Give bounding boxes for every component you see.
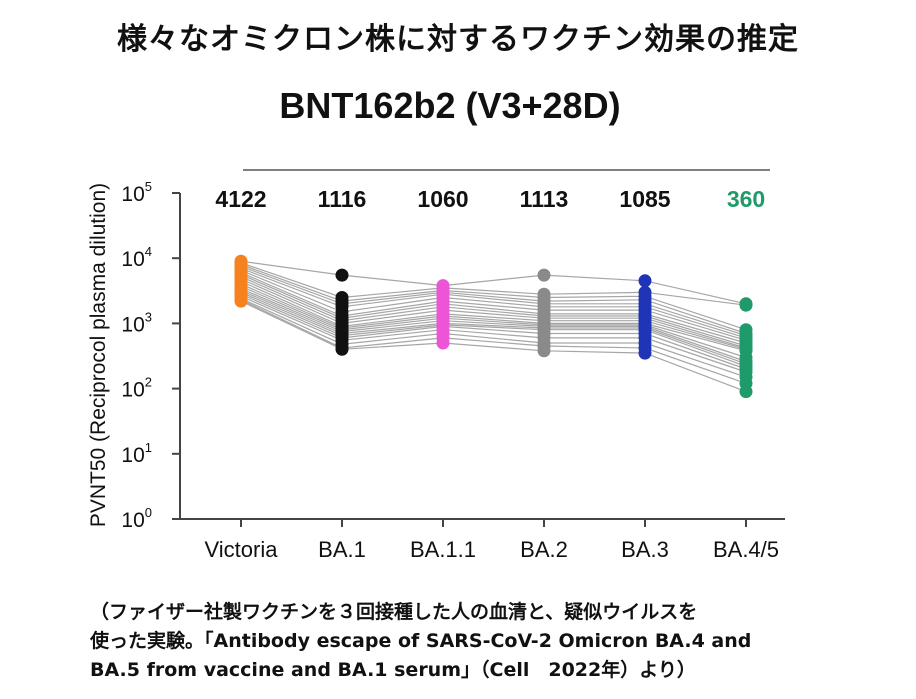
subject-line	[240, 269, 747, 339]
caption: （ファイザー社製ワクチンを３回接種した人の血清と、疑似ウイルスを 使った実験。「…	[90, 598, 890, 685]
data-point-ba-2	[537, 268, 551, 282]
subject-line	[240, 288, 747, 363]
caption-line: 使った実験。「Antibody escape of SARS-CoV-2 Omi…	[90, 630, 752, 652]
subject-line	[240, 276, 747, 347]
y-tick-label: 103	[121, 309, 152, 336]
subject-line	[240, 298, 747, 378]
subject-line	[240, 272, 747, 341]
x-tick-label: BA.2	[520, 537, 568, 562]
chart-title: BNT162b2 (V3+28D)	[279, 85, 620, 126]
data-point-ba-1-1	[436, 336, 450, 350]
x-tick-label: BA.1	[318, 537, 366, 562]
subject-line	[240, 283, 747, 352]
data-point-ba-3	[638, 346, 652, 360]
page-title: 様々なオミクロン株に対するワクチン効果の推定	[117, 22, 799, 57]
geomean-label: 1113	[520, 186, 569, 212]
data-point-ba-2	[537, 344, 551, 358]
y-tick-label: 100	[121, 505, 152, 532]
geomean-label: 1060	[417, 186, 468, 212]
subject-line	[240, 289, 747, 365]
geomean-label: 1116	[318, 186, 367, 212]
subject-line	[240, 267, 747, 337]
data-point-ba-1	[335, 268, 349, 282]
subject-line	[240, 300, 747, 393]
y-tick-label: 102	[121, 375, 152, 402]
subject-line	[240, 280, 747, 350]
data-point-victoria	[234, 294, 248, 308]
caption-line: （ファイザー社製ワクチンを３回接種した人の血清と、疑似ウイルスを	[90, 601, 698, 623]
subject-line	[240, 265, 747, 335]
geomean-label: 360	[727, 186, 765, 212]
data-point-ba-4-5	[739, 385, 753, 399]
y-tick-label: 104	[121, 244, 152, 271]
subject-line	[240, 274, 747, 344]
data-point-ba-4-5	[739, 298, 753, 312]
subject-line	[240, 291, 747, 367]
x-tick-label: Victoria	[205, 537, 279, 562]
subject-line	[240, 278, 747, 349]
caption-line: BA.5 from vaccine and BA.1 serum」（Cell 2…	[90, 659, 696, 681]
subject-line	[240, 295, 747, 373]
chart: BNT162b2 (V3+28D) PVNT50 (Reciprocol pla…	[87, 85, 785, 562]
subject-line	[240, 299, 747, 384]
y-tick-label: 105	[121, 179, 152, 206]
subject-line	[240, 285, 747, 359]
data-point-ba-3	[638, 274, 652, 288]
y-tick-label: 101	[121, 440, 152, 467]
subject-line	[240, 262, 747, 306]
x-tick-label: BA.3	[621, 537, 669, 562]
subject-line	[240, 293, 747, 370]
subject-line	[240, 263, 747, 331]
x-tick-label: BA.4/5	[713, 537, 779, 562]
subject-line	[240, 260, 747, 305]
x-tick-label: BA.1.1	[410, 537, 476, 562]
y-axis-label: PVNT50 (Reciprocol plasma dilution)	[87, 183, 110, 527]
geomean-label: 4122	[215, 186, 266, 212]
data-point-ba-1	[335, 342, 349, 356]
geomean-label: 1085	[619, 186, 670, 212]
